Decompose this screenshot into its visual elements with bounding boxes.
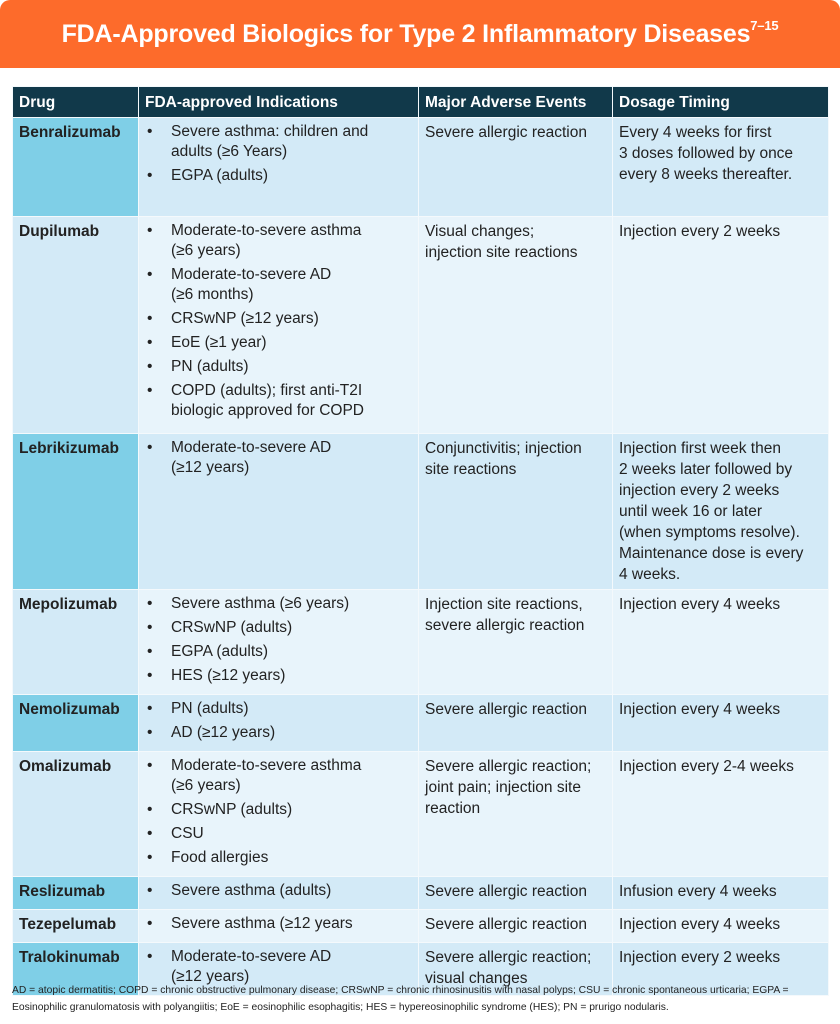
indications-list: Severe asthma (≥6 years) CRSwNP (adults) E… [145, 594, 412, 686]
adverse-events-cell: Severe allergic reaction [418, 117, 613, 217]
drug-name: Tralokinumab [12, 942, 139, 996]
column-header-indications: FDA-approved Indications [138, 86, 419, 118]
table-row: LebrikizumabModerate-to-severe AD (≥12 y… [12, 433, 829, 590]
indications-list: Moderate-to-severe asthma (≥6 years) CRSw… [145, 756, 412, 868]
indications-cell: Severe asthma (≥12 years [138, 909, 419, 943]
title-banner: FDA-Approved Biologics for Type 2 Inflam… [0, 0, 840, 68]
page-title: FDA-Approved Biologics for Type 2 Inflam… [61, 17, 779, 49]
indication-item: CSU [145, 824, 412, 844]
indication-item: Moderate-to-severe asthma (≥6 years) [145, 221, 412, 261]
column-header-adverse-events: Major Adverse Events [418, 86, 613, 118]
table-row: OmalizumabModerate-to-severe asthma (≥6 … [12, 751, 829, 877]
dosage-timing-cell: Injection every 2 weeks [612, 942, 829, 996]
drug-name: Tezepelumab [12, 909, 139, 943]
indication-item: EoE (≥1 year) [145, 333, 412, 353]
table-body: BenralizumabSevere asthma: children and … [12, 117, 829, 996]
adverse-events-cell: Severe allergic reaction; visual changes [418, 942, 613, 996]
column-header-drug: Drug [12, 86, 139, 118]
indication-item: EGPA (adults) [145, 642, 412, 662]
dosage-timing-cell: Infusion every 4 weeks [612, 876, 829, 910]
adverse-events-cell: Severe allergic reaction; joint pain; in… [418, 751, 613, 877]
dosage-timing-cell: Every 4 weeks for first 3 doses followed… [612, 117, 829, 217]
indications-list: PN (adults) AD (≥12 years) [145, 699, 412, 743]
indications-list: Severe asthma: children and adults (≥6 Y… [145, 122, 412, 186]
column-header-dosage: Dosage Timing [612, 86, 829, 118]
indications-cell: Moderate-to-severe AD (≥12 years) [138, 433, 419, 590]
indication-item: Moderate-to-severe AD (≥12 years) [145, 438, 412, 478]
title-text: FDA-Approved Biologics for Type 2 Inflam… [61, 19, 751, 48]
indications-cell: Severe asthma (≥6 years) CRSwNP (adults) E… [138, 589, 419, 695]
dosage-timing-cell: Injection every 4 weeks [612, 909, 829, 943]
drug-name: Reslizumab [12, 876, 139, 910]
table-row: Reslizumab Severe asthma (adults) Severe a… [12, 876, 829, 910]
dosage-timing-cell: Injection every 4 weeks [612, 694, 829, 752]
drug-name: Dupilumab [12, 216, 139, 434]
table-row: TralokinumabModerate-to-severe AD (≥12 y… [12, 942, 829, 996]
indications-cell: PN (adults) AD (≥12 years) [138, 694, 419, 752]
indication-item: Moderate-to-severe asthma (≥6 years) [145, 756, 412, 796]
drug-name: Mepolizumab [12, 589, 139, 695]
indications-cell: Severe asthma (adults) [138, 876, 419, 910]
adverse-events-cell: Severe allergic reaction [418, 909, 613, 943]
indications-list: Moderate-to-severe AD (≥12 years) [145, 438, 412, 478]
drug-name: Benralizumab [12, 117, 139, 217]
abbreviations-footnote: AD = atopic dermatitis; COPD = chronic o… [12, 985, 789, 1013]
dosage-timing-cell: Injection every 4 weeks [612, 589, 829, 695]
indication-item: Moderate-to-severe AD (≥12 years) [145, 947, 412, 987]
drug-name: Lebrikizumab [12, 433, 139, 590]
indication-item: COPD (adults); first anti-T2I biologic a… [145, 381, 412, 421]
adverse-events-cell: Conjunctivitis; injection site reactions [418, 433, 613, 590]
adverse-events-cell: Injection site reactions, severe allergi… [418, 589, 613, 695]
table-header-row: Drug FDA-approved Indications Major Adve… [12, 86, 829, 118]
indication-item: CRSwNP (≥12 years) [145, 309, 412, 329]
table-row: Nemolizumab PN (adults) AD (≥12 years) Seve… [12, 694, 829, 752]
dosage-timing-cell: Injection every 2 weeks [612, 216, 829, 434]
indication-item: PN (adults) [145, 357, 412, 377]
title-references: 7–15 [750, 17, 779, 33]
indication-item: Severe asthma: children and adults (≥6 Y… [145, 122, 412, 162]
indication-item: EGPA (adults) [145, 166, 412, 186]
biologics-table: Drug FDA-approved Indications Major Adve… [12, 86, 829, 996]
dosage-timing-cell: Injection first week then 2 weeks later … [612, 433, 829, 590]
table-row: DupilumabModerate-to-severe asthma (≥6 y… [12, 216, 829, 434]
indications-list: Severe asthma (≥12 years [145, 914, 412, 934]
indications-cell: Moderate-to-severe asthma (≥6 years) CRSw… [138, 751, 419, 877]
indication-item: HES (≥12 years) [145, 666, 412, 686]
indications-cell: Moderate-to-severe asthma (≥6 years)Mode… [138, 216, 419, 434]
indications-list: Moderate-to-severe AD (≥12 years) [145, 947, 412, 987]
table-row: BenralizumabSevere asthma: children and … [12, 117, 829, 217]
drug-name: Nemolizumab [12, 694, 139, 752]
table-row: Mepolizumab Severe asthma (≥6 years) CRSwN… [12, 589, 829, 695]
indications-list: Severe asthma (adults) [145, 881, 412, 901]
indication-item: CRSwNP (adults) [145, 800, 412, 820]
adverse-events-cell: Severe allergic reaction [418, 876, 613, 910]
indication-item: Severe asthma (≥12 years [145, 914, 412, 934]
indication-item: Severe asthma (adults) [145, 881, 412, 901]
dosage-timing-cell: Injection every 2-4 weeks [612, 751, 829, 877]
drug-name: Omalizumab [12, 751, 139, 877]
adverse-events-cell: Visual changes; injection site reactions [418, 216, 613, 434]
indication-item: Moderate-to-severe AD (≥6 months) [145, 265, 412, 305]
indication-item: PN (adults) [145, 699, 412, 719]
adverse-events-cell: Severe allergic reaction [418, 694, 613, 752]
indication-item: Food allergies [145, 848, 412, 868]
indications-cell: Severe asthma: children and adults (≥6 Y… [138, 117, 419, 217]
indication-item: Severe asthma (≥6 years) [145, 594, 412, 614]
indication-item: AD (≥12 years) [145, 723, 412, 743]
indication-item: CRSwNP (adults) [145, 618, 412, 638]
table-row: Tezepelumab Severe asthma (≥12 years Sever… [12, 909, 829, 943]
indications-list: Moderate-to-severe asthma (≥6 years)Mode… [145, 221, 412, 421]
